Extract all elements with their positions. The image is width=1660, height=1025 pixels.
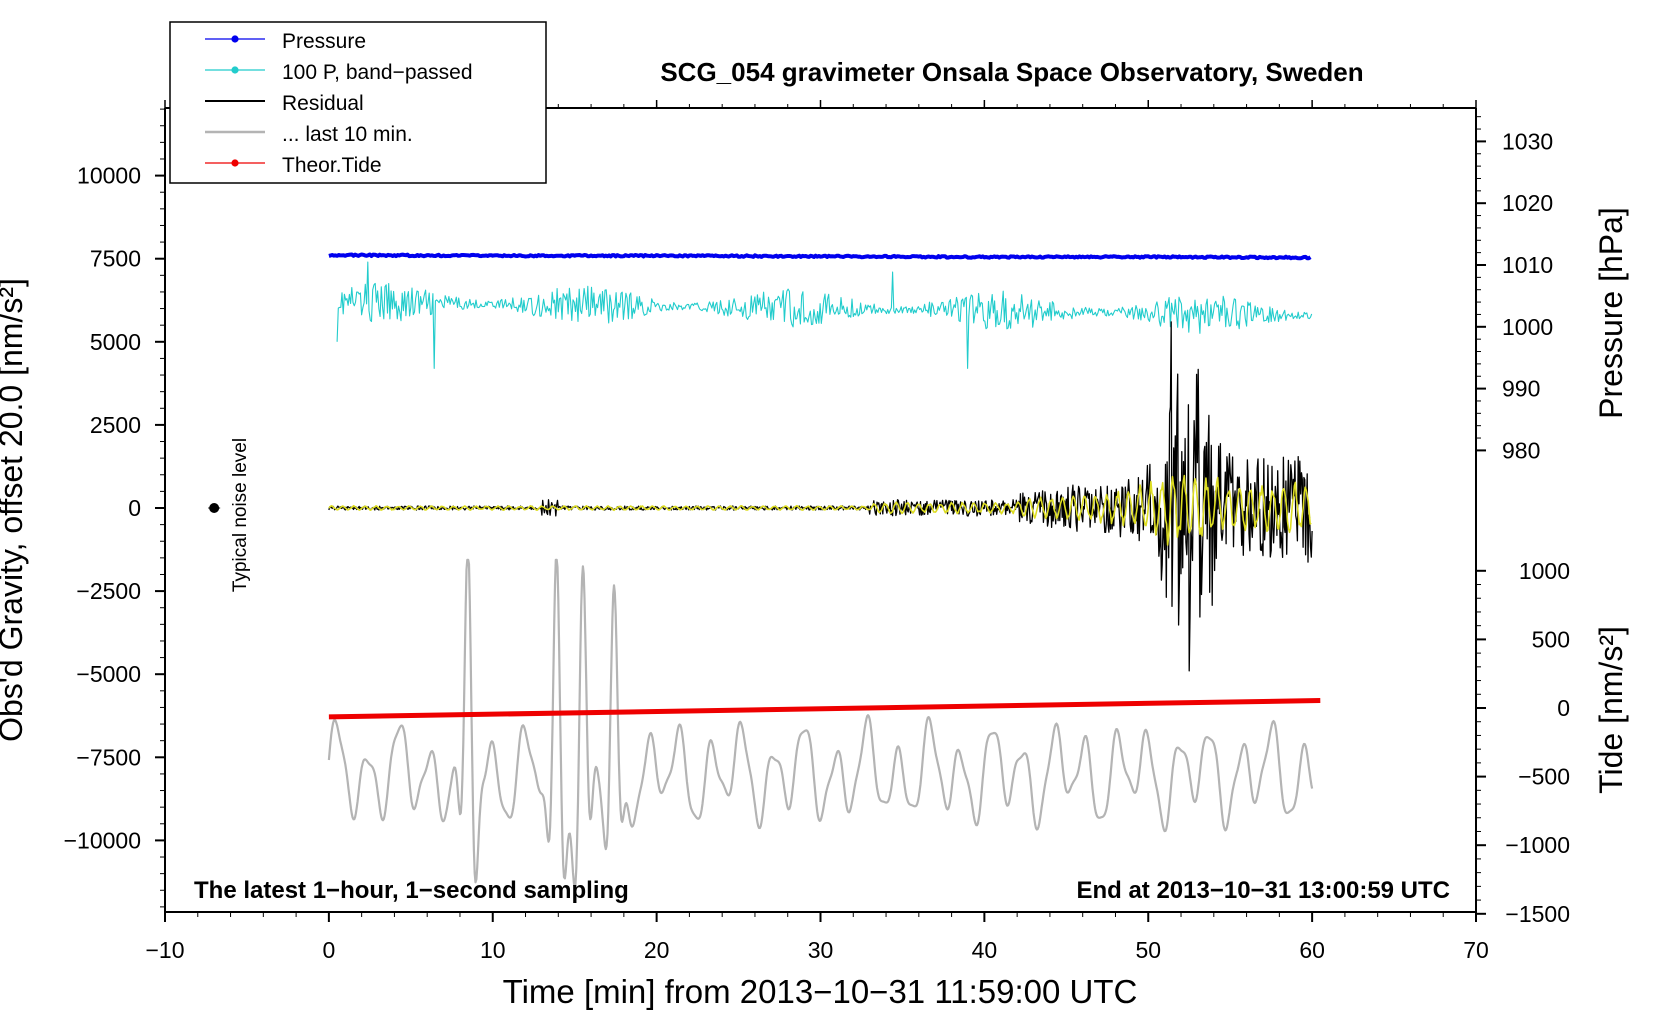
- y-pressure-tick-label: 1000: [1502, 314, 1553, 340]
- y-tide-tick-label: −1500: [1505, 901, 1570, 927]
- y-tide-tick-label: 1000: [1519, 558, 1570, 584]
- y-pressure-tick-label: 1010: [1502, 252, 1553, 278]
- series-last-10-min: [327, 558, 1314, 889]
- y-left-tick-label: −5000: [76, 661, 141, 687]
- annotation-sampling: The latest 1−hour, 1−second sampling: [194, 877, 629, 904]
- y-pressure-tick-label: 1020: [1502, 190, 1553, 216]
- series-residual-filtered: [328, 474, 1312, 546]
- legend-label: ... last 10 min.: [282, 123, 413, 146]
- legend-label: 100 P, band−passed: [282, 61, 473, 84]
- noise-level-marker: [208, 503, 221, 513]
- y-left-tick-label: 5000: [90, 329, 141, 355]
- y-tide-tick-label: 500: [1532, 626, 1570, 652]
- legend-item-residual: Residual: [205, 92, 364, 115]
- y-axis-label-left: Obs'd Gravity, offset 20.0 [nm/s²]: [0, 278, 29, 742]
- y-axis-label-pressure: Pressure [hPa]: [1593, 207, 1629, 419]
- y-tide-tick-label: −1000: [1505, 832, 1570, 858]
- y-tide-tick-label: 0: [1557, 695, 1570, 721]
- legend-label: Theor.Tide: [282, 154, 382, 177]
- x-tick-label: 40: [972, 937, 998, 963]
- legend-item-last-10-min: ... last 10 min.: [205, 123, 413, 146]
- legend: Pressure 100 P, band−passed Residual ...…: [169, 21, 547, 184]
- y-left-tick-label: −10000: [64, 827, 141, 853]
- x-tick-label: 50: [1135, 937, 1161, 963]
- y-pressure-tick-label: 990: [1502, 376, 1540, 402]
- series-pressure-band-passed: [336, 261, 1313, 369]
- x-tick-label: 70: [1463, 937, 1489, 963]
- noise-level-label: Typical noise level: [230, 438, 251, 592]
- y-axis-label-tide: Tide [nm/s²]: [1593, 626, 1629, 794]
- x-tick-label: 60: [1299, 937, 1325, 963]
- series-pressure: [328, 252, 1312, 261]
- x-tick-label: 10: [480, 937, 506, 963]
- chart-title: SCG_054 gravimeter Onsala Space Observat…: [660, 57, 1363, 87]
- y-pressure-tick-label: 980: [1502, 437, 1540, 463]
- x-axis-label: Time [min] from 2013−10−31 11:59:00 UTC: [503, 973, 1138, 1010]
- y-left-tick-label: −7500: [76, 744, 141, 770]
- y-pressure-tick-label: 1030: [1502, 128, 1553, 154]
- legend-item-pressure: Pressure: [205, 30, 366, 53]
- y-left-tick-label: 10000: [77, 163, 141, 189]
- y-left-tick-label: 0: [128, 495, 141, 521]
- annotation-end-time: End at 2013−10−31 13:00:59 UTC: [1076, 877, 1450, 904]
- x-tick-label: 20: [644, 937, 670, 963]
- legend-item-band-passed: 100 P, band−passed: [205, 61, 473, 84]
- legend-label: Pressure: [282, 30, 366, 53]
- x-tick-label: 30: [808, 937, 834, 963]
- y-left-tick-label: 2500: [90, 412, 141, 438]
- x-tick-label: −10: [145, 937, 184, 963]
- legend-item-theor-tide: Theor.Tide: [205, 154, 382, 177]
- series-theor-tide: [328, 698, 1321, 720]
- y-tide-tick-label: −500: [1518, 764, 1570, 790]
- legend-label: Residual: [282, 92, 364, 115]
- x-tick-label: 0: [322, 937, 335, 963]
- y-left-tick-label: 7500: [90, 246, 141, 272]
- y-left-tick-label: −2500: [76, 578, 141, 604]
